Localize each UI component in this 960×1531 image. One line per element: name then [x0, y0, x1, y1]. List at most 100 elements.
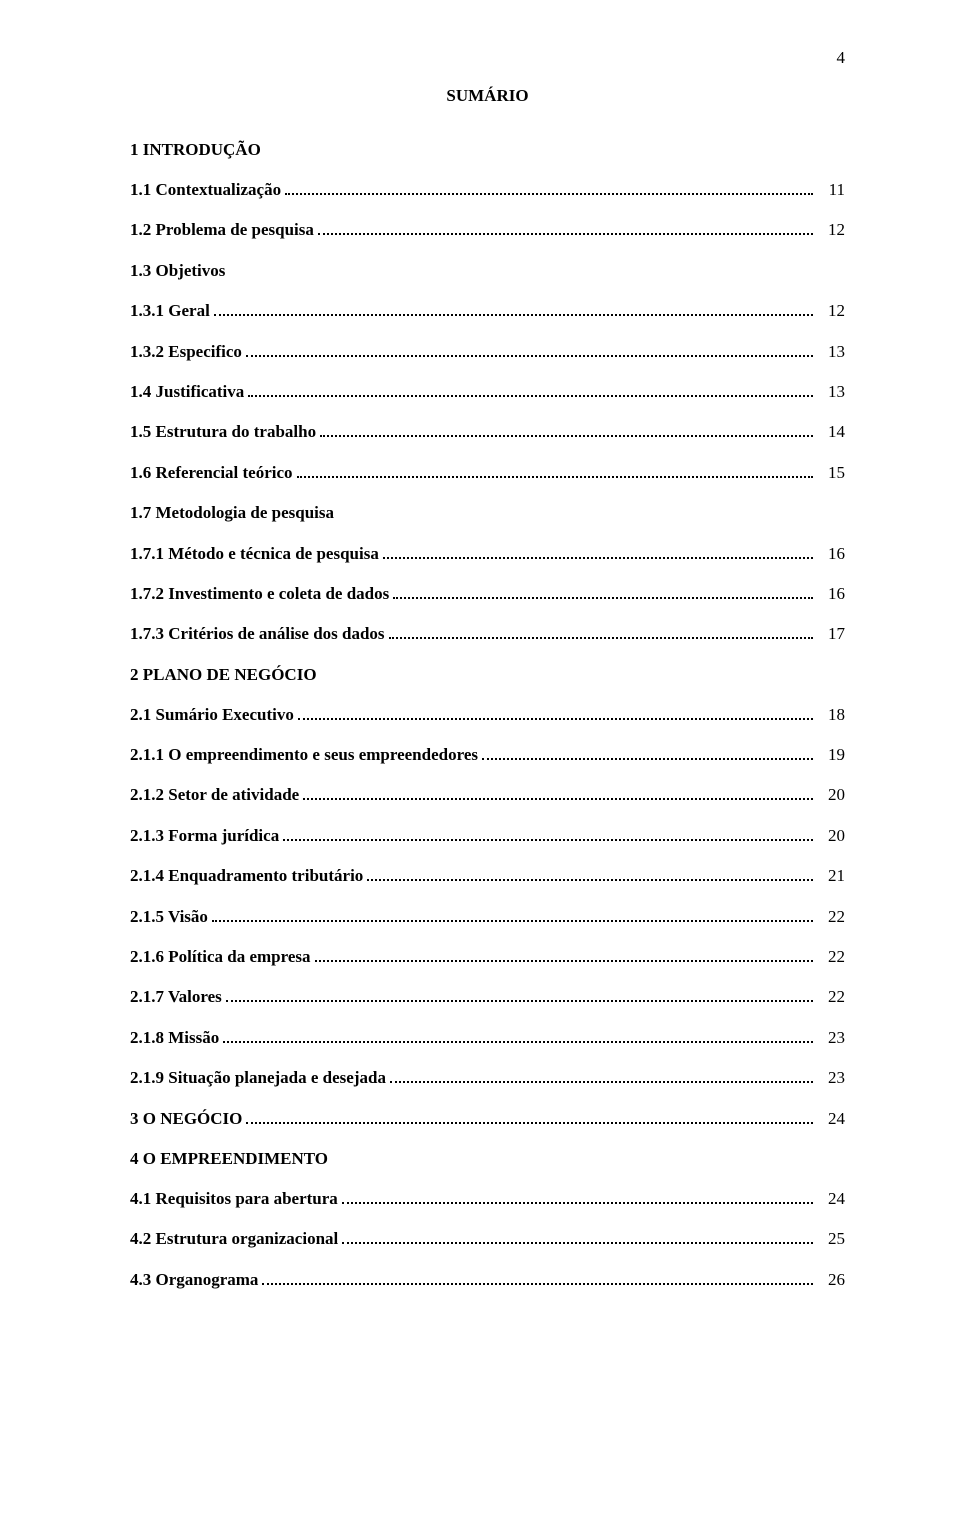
toc-leader-dots	[246, 1122, 813, 1124]
toc-row: 1.1 Contextualização 11	[130, 180, 845, 200]
toc-row-page: 22	[817, 987, 845, 1007]
toc-leader-dots	[298, 718, 813, 720]
toc-row-label: 1.7.1 Método e técnica de pesquisa	[130, 544, 379, 564]
toc-row-label: 1.1 Contextualização	[130, 180, 281, 200]
toc-row-page: 22	[817, 907, 845, 927]
toc-row-label: 2.1.1 O empreendimento e seus empreended…	[130, 745, 478, 765]
toc-leader-dots	[367, 879, 813, 881]
toc-leader-dots	[214, 314, 813, 316]
toc-row-page: 15	[817, 463, 845, 483]
toc-row-label: 2.1.9 Situação planejada e desejada	[130, 1068, 386, 1088]
toc-row: 1.7.3 Critérios de análise dos dados 17	[130, 624, 845, 644]
toc-row-page: 23	[817, 1068, 845, 1088]
page-number: 4	[837, 48, 846, 68]
toc-row-label: 2.1.7 Valores	[130, 987, 222, 1007]
toc-row: 3 O NEGÓCIO24	[130, 1109, 845, 1129]
toc-row-page: 12	[817, 301, 845, 321]
toc-row-label: 2.1.2 Setor de atividade	[130, 785, 299, 805]
toc-leader-dots	[342, 1202, 813, 1204]
toc-row-page: 22	[817, 947, 845, 967]
document-page: 4 SUMÁRIO 1 INTRODUÇÃO 1.1 Contextualizaç…	[0, 0, 960, 1531]
toc-leader-dots	[342, 1242, 813, 1244]
toc-row: 4.2 Estrutura organizacional25	[130, 1229, 845, 1249]
toc-row: 1.3.1 Geral 12	[130, 301, 845, 321]
toc-leader-dots	[246, 355, 813, 357]
toc-row-label: 2.1.8 Missão	[130, 1028, 219, 1048]
toc-row: 2.1.7 Valores 22	[130, 987, 845, 1007]
toc-row-label: 1.3.1 Geral	[130, 301, 210, 321]
toc-row: 2.1.9 Situação planejada e desejada 23	[130, 1068, 845, 1088]
toc-row-page: 17	[817, 624, 845, 644]
toc-row-label: 1.2 Problema de pesquisa	[130, 220, 314, 240]
toc-row-page: 20	[817, 785, 845, 805]
toc-row: 2.1.2 Setor de atividade 20	[130, 785, 845, 805]
toc-row: 1.7 Metodologia de pesquisa	[130, 503, 845, 523]
toc-row-label: 4.1 Requisitos para abertura	[130, 1189, 338, 1209]
toc-row: 2.1 Sumário Executivo 18	[130, 705, 845, 725]
toc-leader-dots	[393, 597, 813, 599]
toc-row-label: 1.7.3 Critérios de análise dos dados	[130, 624, 385, 644]
toc-row-page: 16	[817, 584, 845, 604]
toc-row-page: 20	[817, 826, 845, 846]
toc-row-label: 2.1.4 Enquadramento tributário	[130, 866, 363, 886]
toc-row: 2.1.3 Forma jurídica 20	[130, 826, 845, 846]
toc-row: 1.6 Referencial teórico 15	[130, 463, 845, 483]
toc-row-page: 16	[817, 544, 845, 564]
toc-section-head: 4 O EMPREENDIMENTO	[130, 1149, 845, 1169]
toc-row-label: 4.3 Organograma	[130, 1270, 258, 1290]
toc-leader-dots	[212, 920, 813, 922]
toc-leader-dots	[482, 758, 813, 760]
toc-title: SUMÁRIO	[130, 86, 845, 106]
toc-row-label: 2.1.3 Forma jurídica	[130, 826, 279, 846]
toc-row: 2.1.6 Política da empresa 22	[130, 947, 845, 967]
toc-leader-dots	[383, 557, 813, 559]
toc-row: 1.3.2 Especifico13	[130, 342, 845, 362]
toc-row-label: 1.3 Objetivos	[130, 261, 225, 281]
toc-row: 1.4 Justificativa13	[130, 382, 845, 402]
toc-leader-dots	[390, 1081, 813, 1083]
toc-row-page: 25	[817, 1229, 845, 1249]
toc-row-label: 2.1 Sumário Executivo	[130, 705, 294, 725]
toc-leader-dots	[318, 233, 813, 235]
toc-row-page: 19	[817, 745, 845, 765]
toc-row-page: 24	[817, 1189, 845, 1209]
toc-row: 4.3 Organograma26	[130, 1270, 845, 1290]
toc-section-head: 1 INTRODUÇÃO	[130, 140, 845, 160]
toc-row-page: 11	[817, 180, 845, 200]
toc-row: 2.1.5 Visão 22	[130, 907, 845, 927]
toc-leader-dots	[283, 839, 813, 841]
toc-row: 2.1.4 Enquadramento tributário 21	[130, 866, 845, 886]
toc-row-page: 18	[817, 705, 845, 725]
toc-row-page: 13	[817, 382, 845, 402]
toc-section-head: 2 PLANO DE NEGÓCIO	[130, 665, 845, 685]
toc-row-page: 13	[817, 342, 845, 362]
toc-row: 1.3 Objetivos	[130, 261, 845, 281]
toc-leader-dots	[297, 476, 813, 478]
toc-row-label: 1.6 Referencial teórico	[130, 463, 293, 483]
toc-row-label: 1.7 Metodologia de pesquisa	[130, 503, 334, 523]
toc-row-label: 1.7.2 Investimento e coleta de dados	[130, 584, 389, 604]
toc-row: 1.7.1 Método e técnica de pesquisa 16	[130, 544, 845, 564]
toc-row-page: 12	[817, 220, 845, 240]
toc-row-label: 2.1.6 Política da empresa	[130, 947, 311, 967]
toc-row-label: 2.1.5 Visão	[130, 907, 208, 927]
toc-leader-dots	[223, 1041, 813, 1043]
toc-row: 2.1.1 O empreendimento e seus empreended…	[130, 745, 845, 765]
toc-row: 4.1 Requisitos para abertura 24	[130, 1189, 845, 1209]
toc-row-page: 23	[817, 1028, 845, 1048]
toc-row: 2.1.8 Missão 23	[130, 1028, 845, 1048]
toc-leader-dots	[320, 435, 813, 437]
toc-leader-dots	[285, 193, 813, 195]
toc-body: 1 INTRODUÇÃO 1.1 Contextualização 11 1.2 Pr…	[130, 140, 845, 1290]
toc-leader-dots	[303, 798, 813, 800]
toc-leader-dots	[262, 1283, 813, 1285]
toc-row-page: 21	[817, 866, 845, 886]
toc-leader-dots	[389, 637, 813, 639]
toc-row: 1.2 Problema de pesquisa 12	[130, 220, 845, 240]
toc-leader-dots	[248, 395, 813, 397]
toc-row-page: 24	[817, 1109, 845, 1129]
toc-leader-dots	[315, 960, 813, 962]
toc-row-label: 1.5 Estrutura do trabalho	[130, 422, 316, 442]
toc-row: 1.5 Estrutura do trabalho14	[130, 422, 845, 442]
toc-leader-dots	[226, 1000, 813, 1002]
